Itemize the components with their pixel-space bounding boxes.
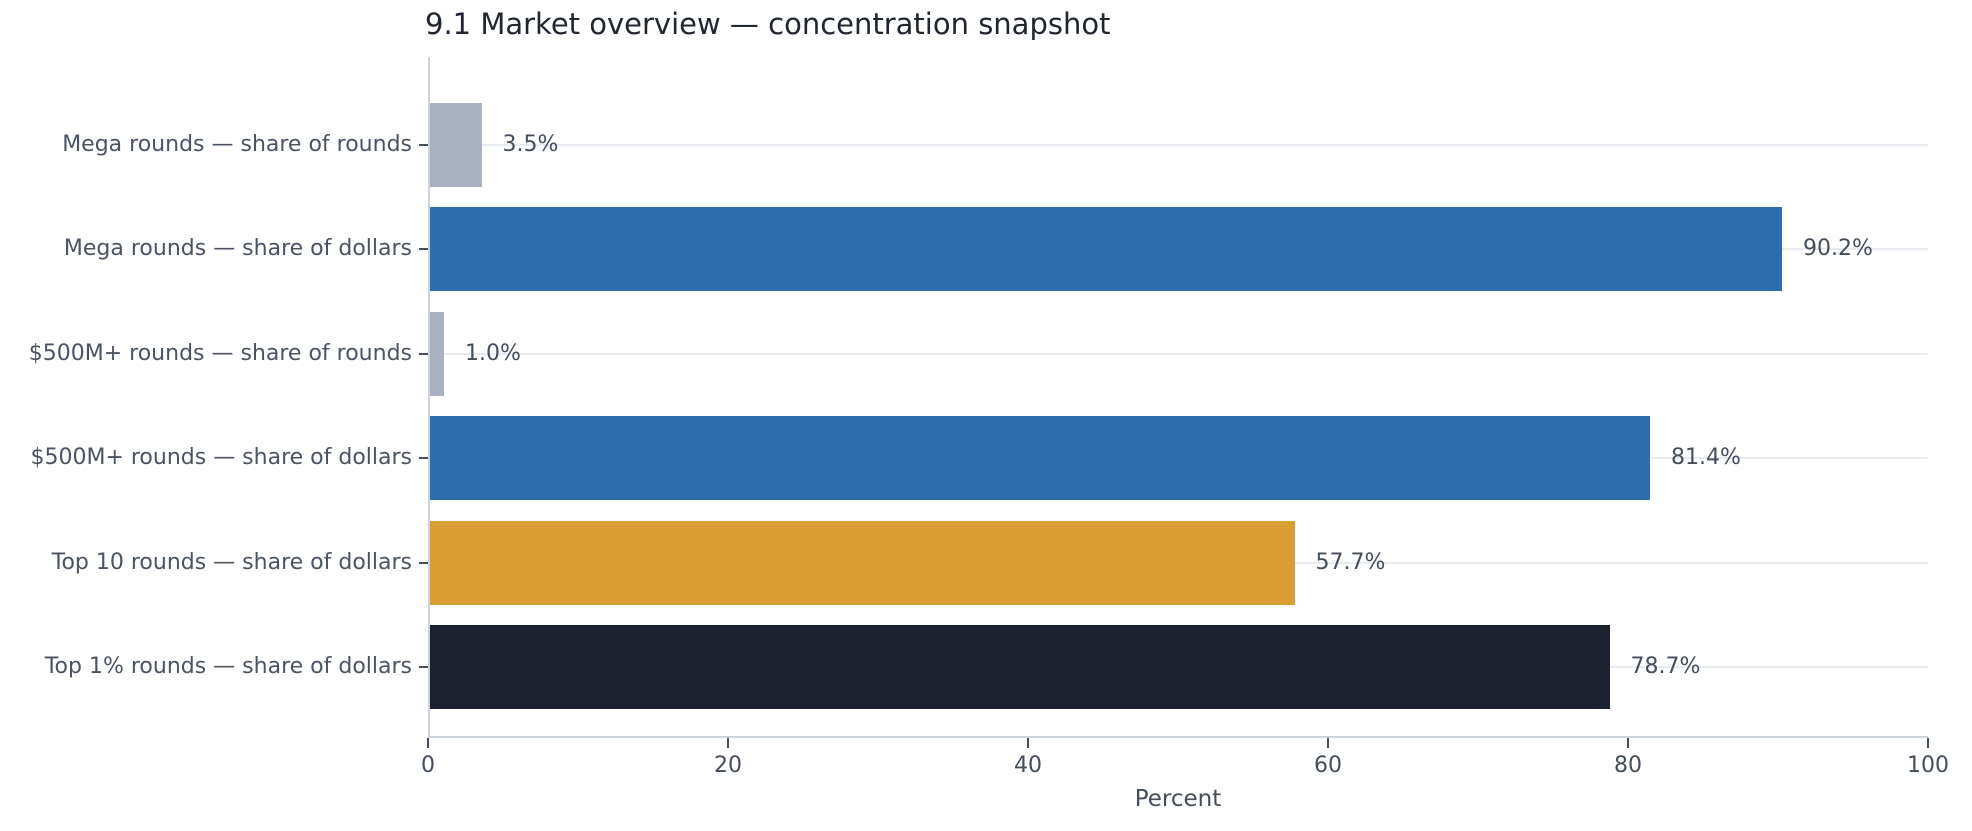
y-tick-mark: [419, 457, 428, 459]
x-tick-mark: [1027, 738, 1029, 748]
x-tick-label: 40: [1014, 753, 1042, 778]
category-label: Top 10 rounds — share of dollars: [51, 549, 412, 575]
x-tick-label: 0: [421, 753, 435, 778]
x-tick-mark: [427, 738, 429, 748]
bar-value-label: 90.2%: [1803, 236, 1873, 261]
x-axis-title: Percent: [1134, 786, 1222, 812]
x-tick-label: 20: [714, 753, 742, 778]
x-tick-label: 80: [1614, 753, 1642, 778]
y-tick-mark: [419, 248, 428, 250]
chart-title: 9.1 Market overview — concentration snap…: [425, 7, 1111, 41]
y-tick-mark: [419, 666, 428, 668]
bar-2: [429, 311, 444, 396]
category-label: Top 1% rounds — share of dollars: [44, 654, 412, 679]
x-tick-label: 60: [1314, 753, 1342, 778]
y-tick-mark: [419, 143, 428, 146]
bar-5: [429, 625, 1610, 709]
bar-value-label: 57.7%: [1315, 549, 1386, 575]
category-label: Mega rounds — share of rounds: [62, 131, 412, 157]
gridline: [428, 143, 1928, 146]
bar-value-label: 78.7%: [1630, 654, 1701, 679]
gridline: [428, 352, 1928, 355]
x-tick-label: 100: [1907, 753, 1949, 778]
x-tick-mark: [1927, 738, 1929, 748]
x-tick-mark: [1627, 738, 1629, 748]
plot-area: 3.5% 90.2% 1.0% 81.4% 57.7% 78.7%: [428, 57, 1928, 738]
category-label: $500M+ rounds — share of dollars: [30, 445, 412, 470]
x-tick-mark: [727, 738, 729, 748]
y-tick-mark: [419, 352, 428, 355]
bar-value-label: 1.0%: [465, 340, 521, 366]
bar-4: [429, 520, 1295, 605]
bar-value-label: 3.5%: [502, 131, 559, 157]
bar-value-label: 81.4%: [1671, 445, 1741, 470]
bar-0: [429, 102, 482, 187]
x-axis-line: [428, 736, 1928, 738]
category-label: Mega rounds — share of dollars: [63, 236, 412, 261]
x-tick-mark: [1327, 738, 1329, 748]
category-label: $500M+ rounds — share of rounds: [28, 340, 412, 366]
y-tick-mark: [419, 561, 428, 564]
y-axis-line: [428, 57, 430, 738]
bar-3: [429, 416, 1650, 500]
bar-1: [429, 207, 1782, 291]
